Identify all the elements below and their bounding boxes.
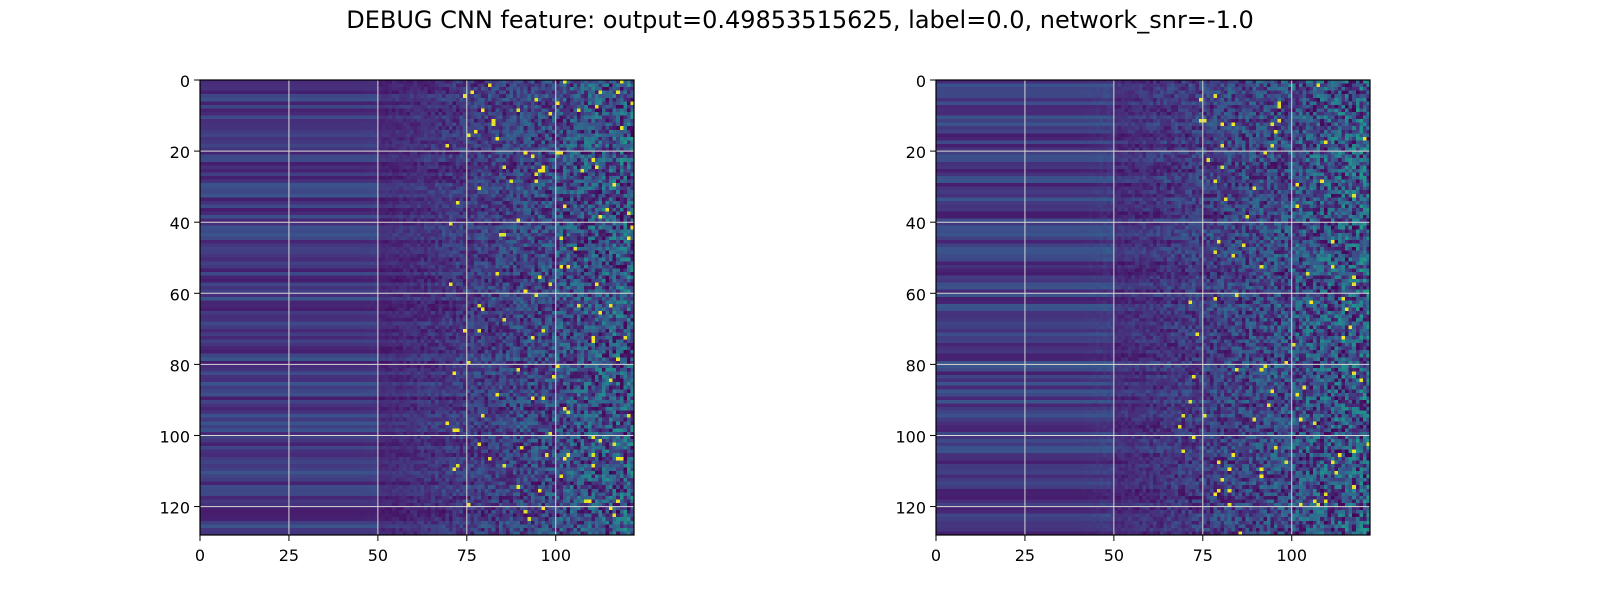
x-tick-label: 25	[279, 546, 299, 565]
x-tick-label: 50	[1104, 546, 1124, 565]
y-tick-label: 80	[906, 356, 926, 375]
y-tick-label: 20	[170, 143, 190, 162]
figure-title: DEBUG CNN feature: output=0.49853515625,…	[346, 6, 1254, 34]
axes-frame	[935, 79, 1371, 536]
x-tick-label: 100	[1276, 546, 1307, 565]
heatmap-right: 0 25 50 75 100 0 20 40 60 80 100 120	[895, 72, 1371, 565]
x-tick-label: 100	[540, 546, 571, 565]
x-tick-label: 50	[368, 546, 388, 565]
y-tick-label: 20	[906, 143, 926, 162]
x-tick-label: 75	[1193, 546, 1213, 565]
x-tick-label: 0	[195, 546, 205, 565]
y-tick-label: 100	[159, 427, 190, 446]
y-tick-label: 60	[906, 285, 926, 304]
heatmap-left: 0 25 50 75 100 0 20 40 60 80 100 120	[159, 72, 635, 565]
x-tick-label: 75	[457, 546, 477, 565]
y-tick-label: 0	[180, 72, 190, 91]
y-tick-label: 120	[159, 499, 190, 518]
y-tick-label: 40	[170, 214, 190, 233]
y-tick-label: 40	[906, 214, 926, 233]
y-tick-label: 0	[916, 72, 926, 91]
heatmap-image-0	[200, 80, 634, 535]
x-tick-label: 25	[1015, 546, 1035, 565]
y-tick-label: 60	[170, 285, 190, 304]
y-tick-label: 120	[895, 499, 926, 518]
heatmap-image-1	[936, 80, 1370, 535]
y-tick-label: 80	[170, 356, 190, 375]
axes-frame	[199, 79, 635, 536]
x-tick-label: 0	[931, 546, 941, 565]
y-tick-label: 100	[895, 427, 926, 446]
